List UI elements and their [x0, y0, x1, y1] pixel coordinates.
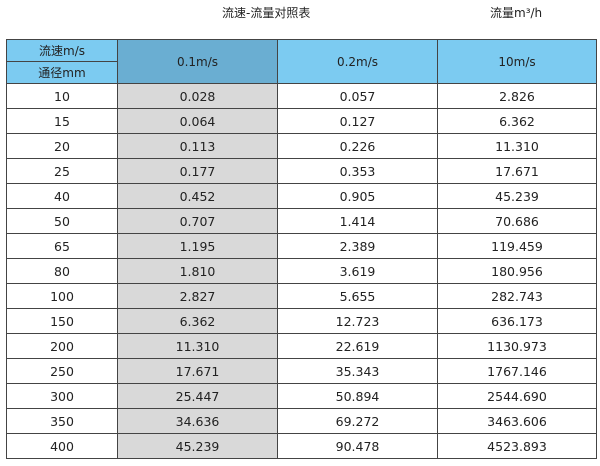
flow-cell: 3463.606: [437, 408, 597, 434]
flow-cell: 0.452: [117, 183, 278, 209]
column-header: 0.2m/s: [277, 39, 438, 84]
diameter-cell: 25: [6, 158, 118, 184]
flow-cell: 17.671: [117, 358, 278, 384]
flow-cell: 34.636: [117, 408, 278, 434]
flow-table: 流速m/s 0.1m/s 0.2m/s 10m/s 通径mm 10 0.028 0.…: [6, 39, 597, 459]
flow-cell: 45.239: [437, 183, 597, 209]
table-row: 350 34.636 69.272 3463.606: [6, 408, 597, 434]
unit-label: 流量m³/h: [490, 6, 543, 20]
table-row: 80 1.810 3.619 180.956: [6, 258, 597, 284]
column-header: 10m/s: [437, 39, 597, 84]
flow-cell: 35.343: [277, 358, 438, 384]
flow-cell: 69.272: [277, 408, 438, 434]
flow-cell: 1.195: [117, 233, 278, 259]
flow-cell: 5.655: [277, 283, 438, 309]
diameter-cell: 300: [6, 383, 118, 409]
flow-cell: 2544.690: [437, 383, 597, 409]
flow-cell: 0.707: [117, 208, 278, 234]
table-row: 250 17.671 35.343 1767.146: [6, 358, 597, 384]
table-row: 300 25.447 50.894 2544.690: [6, 383, 597, 409]
flow-cell: 45.239: [117, 433, 278, 459]
flow-cell: 0.113: [117, 133, 278, 159]
flow-cell: 0.064: [117, 108, 278, 134]
diameter-cell: 15: [6, 108, 118, 134]
flow-cell: 119.459: [437, 233, 597, 259]
flow-cell: 1767.146: [437, 358, 597, 384]
diameter-cell: 200: [6, 333, 118, 359]
diameter-cell: 10: [6, 83, 118, 109]
flow-cell: 0.226: [277, 133, 438, 159]
flow-cell: 12.723: [277, 308, 438, 334]
flow-cell: 6.362: [437, 108, 597, 134]
flow-cell: 0.127: [277, 108, 438, 134]
table-row: 50 0.707 1.414 70.686: [6, 208, 597, 234]
flow-cell: 4523.893: [437, 433, 597, 459]
flow-cell: 1.414: [277, 208, 438, 234]
flow-cell: 636.173: [437, 308, 597, 334]
flow-cell: 2.389: [277, 233, 438, 259]
header-row: 通径mm: [6, 61, 597, 84]
table-row: 200 11.310 22.619 1130.973: [6, 333, 597, 359]
flow-cell: 1130.973: [437, 333, 597, 359]
diameter-cell: 250: [6, 358, 118, 384]
table-row: 65 1.195 2.389 119.459: [6, 233, 597, 259]
flow-cell: 180.956: [437, 258, 597, 284]
flow-cell: 6.362: [117, 308, 278, 334]
flow-cell: 17.671: [437, 158, 597, 184]
table-row: 20 0.113 0.226 11.310: [6, 133, 597, 159]
table-row: 150 6.362 12.723 636.173: [6, 308, 597, 334]
diameter-cell: 100: [6, 283, 118, 309]
diameter-cell: 50: [6, 208, 118, 234]
diameter-cell: 150: [6, 308, 118, 334]
velocity-header: 流速m/s: [6, 39, 118, 62]
table-row: 100 2.827 5.655 282.743: [6, 283, 597, 309]
diameter-cell: 65: [6, 233, 118, 259]
table-title: 流速-流量对照表: [222, 6, 311, 20]
flow-cell: 25.447: [117, 383, 278, 409]
diameter-cell: 20: [6, 133, 118, 159]
table-row: 25 0.177 0.353 17.671: [6, 158, 597, 184]
flow-cell: 2.826: [437, 83, 597, 109]
flow-cell: 2.827: [117, 283, 278, 309]
table-row: 40 0.452 0.905 45.239: [6, 183, 597, 209]
table-row: 10 0.028 0.057 2.826: [6, 83, 597, 109]
diameter-cell: 80: [6, 258, 118, 284]
column-header: 0.1m/s: [117, 39, 278, 84]
flow-cell: 90.478: [277, 433, 438, 459]
flow-cell: 70.686: [437, 208, 597, 234]
flow-cell: 11.310: [437, 133, 597, 159]
table-row: 15 0.064 0.127 6.362: [6, 108, 597, 134]
flow-cell: 0.905: [277, 183, 438, 209]
flow-cell: 3.619: [277, 258, 438, 284]
flow-cell: 0.353: [277, 158, 438, 184]
diameter-header: 通径mm: [6, 61, 118, 84]
flow-cell: 22.619: [277, 333, 438, 359]
flow-cell: 11.310: [117, 333, 278, 359]
diameter-cell: 40: [6, 183, 118, 209]
flow-cell: 282.743: [437, 283, 597, 309]
header-row: 流速m/s 0.1m/s 0.2m/s 10m/s: [6, 39, 597, 84]
diameter-cell: 350: [6, 408, 118, 434]
diameter-cell: 400: [6, 433, 118, 459]
table-row: 400 45.239 90.478 4523.893: [6, 433, 597, 459]
flow-cell: 1.810: [117, 258, 278, 284]
flow-cell: 0.057: [277, 83, 438, 109]
flow-cell: 50.894: [277, 383, 438, 409]
flow-cell: 0.028: [117, 83, 278, 109]
flow-cell: 0.177: [117, 158, 278, 184]
